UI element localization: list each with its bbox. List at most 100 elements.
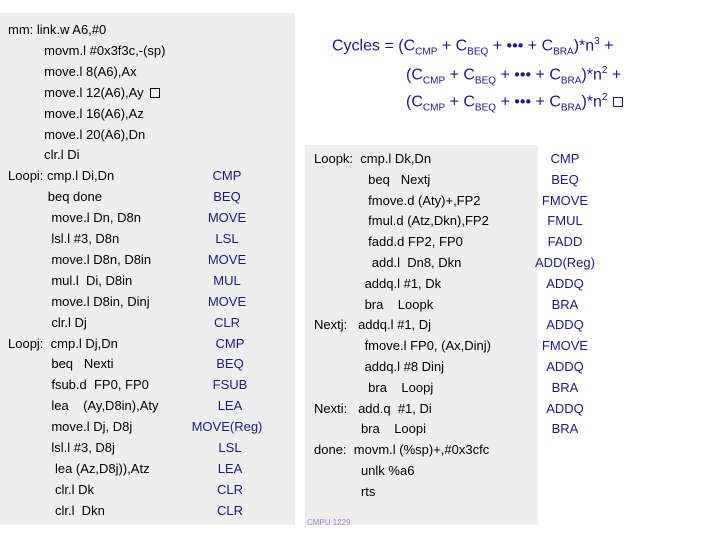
code-line: add.l Dn8, Dkn — [314, 255, 462, 270]
code-line: lea (Az,D8j)),Atz — [8, 460, 150, 476]
instruction-class: LEA — [217, 398, 243, 414]
formula-part: ••• — [506, 37, 524, 55]
formula-part: + — [604, 37, 614, 55]
instruction-class: BEQ — [213, 189, 241, 205]
code-line: rts — [314, 483, 376, 499]
formula-part: ••• — [514, 93, 532, 111]
instruction-class: ADDQ — [546, 400, 584, 416]
code-line: lea (Ay,D8in),Aty — [8, 398, 159, 414]
code-line: move.l 12(A6),Ay — [8, 85, 160, 101]
code-line: beq done — [8, 189, 102, 205]
instruction-class: BRA — [551, 421, 579, 437]
formula-part: CMP — [422, 75, 446, 87]
instruction-class: LSL — [215, 231, 239, 246]
code-line: fmove.l FP0, (Ax,Dinj) — [314, 338, 491, 354]
code-line: clr.l Dk — [8, 481, 94, 497]
formula-part: ••• — [514, 66, 532, 84]
code-line: mul.l Di, D8in — [8, 272, 133, 288]
instruction-class: FADD — [547, 234, 583, 250]
formula-part: 3 — [594, 36, 600, 47]
instruction-class: CMP — [212, 168, 242, 184]
code-line: move.l D8n, D8in — [8, 251, 152, 267]
code-line: clr.l Dkn — [8, 502, 105, 518]
instruction-class: ADDQ — [546, 359, 584, 374]
instruction-class: LSL — [218, 440, 242, 455]
formula-part: C — [549, 66, 561, 84]
formula-part: BRA — [553, 46, 574, 58]
code-line: lsl.l #3, D8j — [8, 440, 115, 455]
instruction-class: ADDQ — [546, 275, 584, 291]
formula-part: C — [403, 37, 416, 55]
instruction-class: CLR — [213, 314, 240, 330]
instruction-class: CMP — [550, 151, 580, 166]
instruction-class: ADD(Reg) — [535, 255, 595, 270]
formula-part: C — [463, 66, 475, 84]
formula-part: 2 — [601, 65, 608, 76]
formula-part: CMP — [415, 46, 438, 58]
code-line: done: movm.l (%sp)+,#0x3cfc — [314, 442, 490, 458]
formula-part: C — [455, 37, 468, 55]
instruction-class: FSUB — [212, 377, 248, 393]
code-line: clr.l Dj — [8, 314, 87, 330]
code-line: clr.l Di — [8, 147, 80, 163]
formula-part: BEQ — [474, 75, 497, 87]
formula-part: 2 — [601, 92, 608, 103]
instruction-class: BEQ — [551, 171, 579, 187]
code-line: move.l 16(A6),Az — [8, 105, 144, 121]
code-line: fsub.d FP0, FP0 — [8, 377, 149, 393]
formula-prefix: Cycles = — [332, 37, 399, 55]
code-line: bra Loopk — [314, 296, 434, 312]
instruction-class: BRA — [551, 379, 579, 395]
instruction-class: MOVE(Reg) — [191, 419, 263, 435]
code-line: unlk %a6 — [314, 463, 415, 478]
instruction-class: CMP — [215, 335, 245, 351]
code-line: move.l Dn, D8n — [8, 210, 141, 226]
instruction-class: BEQ — [216, 356, 244, 372]
code-line: Loopi: cmp.l Di,Dn — [8, 168, 115, 184]
instruction-class: MOVE — [207, 293, 247, 309]
code-line: Nexti: add.q #1, Di — [314, 400, 432, 416]
formula-part: BRA — [560, 75, 582, 87]
code-line: move.l D8in, Dinj — [8, 293, 150, 309]
formula-part: + — [611, 66, 622, 84]
right-code-panel — [305, 145, 538, 525]
instruction-class: CLR — [216, 481, 243, 497]
code-line: move.l 20(A6),Dn — [8, 126, 146, 142]
code-line: move.l Dj, D8j — [8, 419, 133, 435]
formula-part: BEQ — [467, 46, 489, 58]
code-line: Loopj: cmp.l Dj,Dn — [8, 335, 118, 351]
code-line: beq Nexti — [8, 356, 114, 372]
formula-part: C — [541, 37, 554, 55]
instruction-class: FMUL — [547, 213, 583, 229]
formula-line: (CCMP + CBEQ + ••• + CBRA)*n2 + — [406, 65, 622, 87]
instruction-class: MOVE — [207, 210, 247, 226]
code-line: addq.l #8 Dinj — [314, 359, 445, 374]
instruction-class: LEA — [217, 460, 243, 476]
code-line: fadd.d FP2, FP0 — [314, 234, 463, 250]
code-line: bra Loopj — [314, 379, 434, 395]
left-code-panel — [0, 13, 295, 525]
code-line: fmove.d (Aty)+,FP2 — [314, 192, 481, 208]
code-line: Nextj: addq.l #1, Dj — [314, 317, 432, 333]
formula-part: CMP — [422, 102, 446, 114]
instruction-class: MUL — [213, 272, 241, 288]
formula-part: BEQ — [474, 102, 497, 114]
code-line: beq Nextj — [314, 171, 431, 187]
formula-part: C — [463, 93, 475, 111]
formula-part: C — [411, 93, 423, 111]
code-line: addq.l #1, Dk — [314, 275, 442, 291]
formula-part: BRA — [560, 102, 582, 114]
instruction-class: MOVE — [207, 251, 247, 267]
instruction-class: CLR — [216, 502, 243, 518]
formula-line: Cycles = (CCMP + CBEQ + ••• + CBRA)*n3 + — [332, 36, 614, 58]
code-line: movm.l #0x3f3c,-(sp) — [8, 42, 166, 58]
formula-line: (CCMP + CBEQ + ••• + CBRA)*n2 — [406, 88, 624, 119]
instruction-class: FMOVE — [541, 192, 589, 208]
checkbox-icon — [149, 88, 160, 99]
instruction-class: ADDQ — [546, 317, 584, 333]
checkbox-icon — [613, 97, 624, 108]
code-line: fmul.d (Atz,Dkn),FP2 — [314, 213, 489, 229]
formula-part: C — [411, 66, 423, 84]
code-line: mm: link.w A6,#0 — [8, 22, 107, 37]
formula-part: C — [549, 93, 561, 111]
